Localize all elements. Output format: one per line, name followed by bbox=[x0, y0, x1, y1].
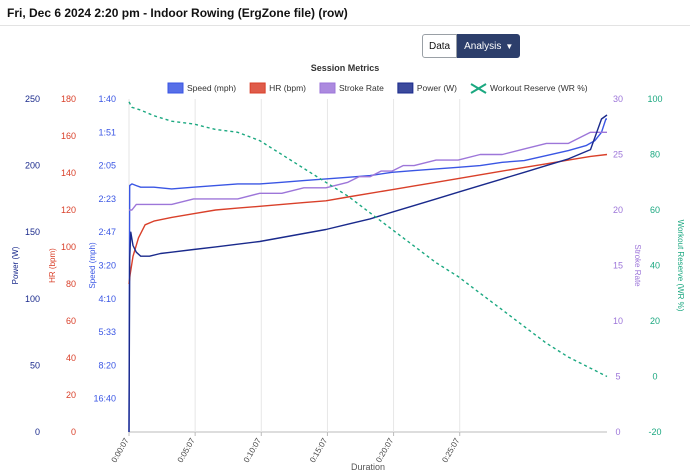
speed-axis-tick-label: 3:20 bbox=[98, 261, 116, 271]
legend-swatch bbox=[167, 82, 184, 94]
x-axis-title: Duration bbox=[351, 462, 385, 472]
stroke-axis-tick-label: 25 bbox=[613, 150, 623, 160]
reserve-series-line bbox=[128, 101, 608, 378]
legend-label: Workout Reserve (WR %) bbox=[490, 83, 588, 93]
data-button[interactable]: Data bbox=[422, 34, 458, 58]
reserve-axis-tick-label: 100 bbox=[647, 94, 662, 104]
legend-swatch bbox=[319, 82, 336, 94]
power-axis-tick-label: 250 bbox=[25, 94, 40, 104]
power-axis-title: Power (W) bbox=[11, 246, 20, 284]
speed-axis-title: Speed (mph) bbox=[88, 242, 97, 289]
speed-axis-tick-label: 4:10 bbox=[98, 294, 116, 304]
chart-series bbox=[128, 101, 608, 433]
power-axis-tick-label: 50 bbox=[30, 360, 40, 370]
stroke-axis-tick-label: 15 bbox=[613, 261, 623, 271]
hr-axis-tick-label: 180 bbox=[61, 94, 76, 104]
x-tick-label: 0:25:07 bbox=[440, 436, 461, 464]
reserve-axis-tick-label: -20 bbox=[648, 427, 661, 437]
legend-item-reserve[interactable]: Workout Reserve (WR %) bbox=[470, 83, 588, 94]
hr-axis-tick-label: 60 bbox=[66, 316, 76, 326]
speed-axis-tick-label: 1:40 bbox=[98, 94, 116, 104]
power-axis-tick-label: 200 bbox=[25, 161, 40, 171]
reserve-axis-title: Workout Reserve (WR %) bbox=[676, 220, 685, 312]
hr-axis-tick-label: 100 bbox=[61, 242, 76, 252]
speed-axis-tick-label: 2:05 bbox=[98, 161, 116, 171]
hr-axis-tick-label: 80 bbox=[66, 279, 76, 289]
x-tick-label: 0:05:07 bbox=[176, 436, 197, 464]
legend-item-stroke[interactable]: Stroke Rate bbox=[319, 82, 384, 94]
legend-swatch bbox=[397, 82, 414, 94]
legend-item-hr[interactable]: HR (bpm) bbox=[249, 82, 306, 94]
speed-axis-tick-label: 8:20 bbox=[98, 360, 116, 370]
legend-label: Speed (mph) bbox=[187, 83, 236, 93]
page-header: Fri, Dec 6 2024 2:20 pm - Indoor Rowing … bbox=[0, 0, 690, 26]
chevron-down-icon: ▼ bbox=[505, 41, 514, 51]
legend-swatch bbox=[249, 82, 266, 94]
stroke-series-line bbox=[129, 131, 607, 211]
page-title: Fri, Dec 6 2024 2:20 pm - Indoor Rowing … bbox=[7, 6, 348, 20]
chart-legend: Speed (mph) HR (bpm) Stroke Rate Power (W) W… bbox=[167, 82, 588, 94]
reserve-axis-tick-label: 40 bbox=[650, 261, 660, 271]
x-tick-label: 0:20:07 bbox=[374, 436, 395, 464]
power-axis-tick-label: 0 bbox=[35, 427, 40, 437]
legend-item-speed[interactable]: Speed (mph) bbox=[167, 82, 236, 94]
speed-axis-tick-label: 5:33 bbox=[98, 327, 116, 337]
speed-axis-tick-label: 1:51 bbox=[98, 127, 116, 137]
reserve-axis-tick-label: 0 bbox=[652, 372, 657, 382]
stroke-axis-title: Stroke Rate bbox=[633, 244, 642, 287]
power-series-line bbox=[128, 114, 608, 433]
x-tick-label: 0:00:07 bbox=[110, 436, 131, 464]
chart-title: Session Metrics bbox=[311, 63, 380, 73]
power-axis-tick-label: 150 bbox=[25, 227, 40, 237]
legend-swatch bbox=[470, 83, 487, 94]
stroke-axis-tick-label: 30 bbox=[613, 94, 623, 104]
view-toggle-group: Data Analysis ▼ bbox=[422, 34, 521, 58]
reserve-axis-tick-label: 60 bbox=[650, 205, 660, 215]
data-button-label: Data bbox=[429, 40, 451, 52]
reserve-axis-tick-label: 20 bbox=[650, 316, 660, 326]
stroke-axis-tick-label: 10 bbox=[613, 316, 623, 326]
chart-gridlines bbox=[128, 99, 607, 436]
hr-axis-title: HR (bpm) bbox=[48, 248, 57, 283]
stroke-axis-tick-label: 20 bbox=[613, 205, 623, 215]
stroke-axis-tick-label: 0 bbox=[615, 427, 620, 437]
reserve-axis-tick-label: 80 bbox=[650, 150, 660, 160]
hr-series-line bbox=[128, 153, 608, 285]
analysis-button-label: Analysis bbox=[464, 40, 502, 52]
hr-axis-tick-label: 120 bbox=[61, 205, 76, 215]
legend-label: Power (W) bbox=[417, 83, 457, 93]
legend-label: HR (bpm) bbox=[269, 83, 306, 93]
x-tick-label: 0:15:07 bbox=[308, 436, 329, 464]
hr-axis-tick-label: 140 bbox=[61, 168, 76, 178]
legend-label: Stroke Rate bbox=[339, 83, 384, 93]
analysis-dropdown-button[interactable]: Analysis ▼ bbox=[457, 34, 521, 58]
hr-axis-tick-label: 20 bbox=[66, 390, 76, 400]
stroke-axis-tick-label: 5 bbox=[615, 372, 620, 382]
power-axis-tick-label: 100 bbox=[25, 294, 40, 304]
legend-item-power[interactable]: Power (W) bbox=[397, 82, 457, 94]
speed-axis-tick-label: 2:47 bbox=[98, 227, 116, 237]
speed-axis-tick-label: 2:23 bbox=[98, 194, 116, 204]
speed-axis-tick-label: 16:40 bbox=[93, 394, 116, 404]
hr-axis-tick-label: 0 bbox=[71, 427, 76, 437]
hr-axis-tick-label: 160 bbox=[61, 131, 76, 141]
x-tick-label: 0:10:07 bbox=[242, 436, 263, 464]
hr-axis-tick-label: 40 bbox=[66, 353, 76, 363]
